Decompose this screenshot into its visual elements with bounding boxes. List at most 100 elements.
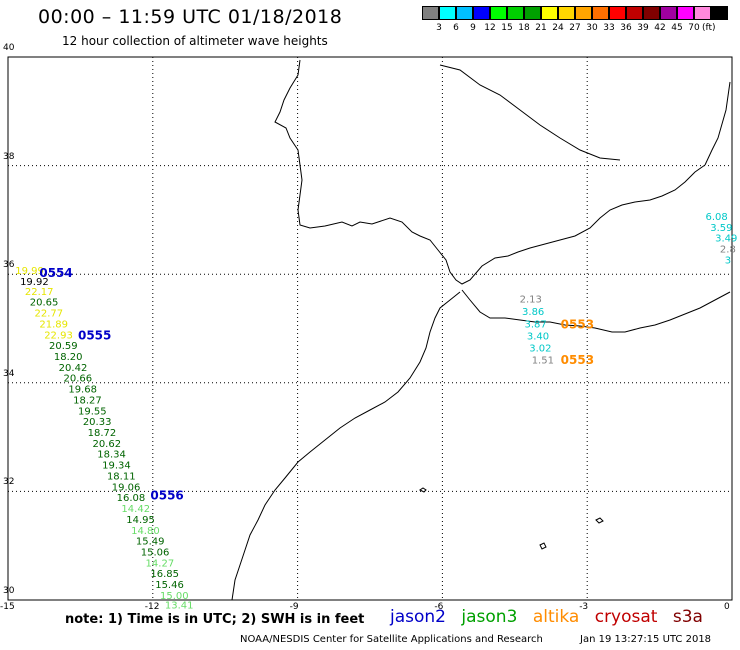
color-swatch — [694, 6, 711, 20]
wave-height-value: 14.42 — [121, 504, 150, 515]
wave-height-value: 6.08 — [705, 212, 727, 223]
wave-height-value: 3.40 — [527, 331, 549, 342]
legend-s3a: s3a — [672, 607, 703, 627]
pass-time-label: 0554 — [39, 266, 72, 280]
wave-height-value: 13.41 — [165, 601, 194, 612]
lon-tick-label: -3 — [579, 602, 589, 612]
color-swatch — [677, 6, 694, 20]
island-canary — [595, 517, 604, 524]
wave-height-value: 3.86 — [522, 307, 544, 318]
island-madeira — [419, 487, 427, 493]
wave-height-value: 20.62 — [92, 439, 121, 450]
color-swatch — [456, 6, 473, 20]
wave-height-value: 16.08 — [117, 493, 146, 504]
color-swatch — [422, 6, 439, 20]
lat-tick-label: 40 — [3, 43, 15, 53]
color-swatch — [711, 6, 728, 20]
wave-height-value: 18.11 — [107, 471, 136, 482]
color-scale-label: 70 — [688, 23, 700, 33]
coast-morocco-atlantic — [231, 291, 461, 601]
wave-height-value: 16.85 — [150, 569, 179, 580]
wave-height-value: 20.65 — [30, 298, 59, 309]
wave-height-value: 2.13 — [520, 294, 542, 305]
color-scale-label: 9 — [470, 23, 476, 33]
color-swatch — [643, 6, 660, 20]
wave-height-value: 22.77 — [35, 309, 64, 320]
map-title: 00:00 – 11:59 UTC 01/18/2018 — [38, 6, 343, 28]
wave-height-value: 18.72 — [88, 428, 117, 439]
color-swatch — [626, 6, 643, 20]
color-swatch — [507, 6, 524, 20]
color-swatch — [660, 6, 677, 20]
color-swatch — [541, 6, 558, 20]
color-scale-label: 30 — [586, 23, 598, 33]
credit-line: NOAA/NESDIS Center for Satellite Applica… — [240, 634, 543, 645]
color-scale-label: 36 — [620, 23, 632, 33]
pass-time-label: 0553 — [561, 318, 594, 332]
wave-height-value: 15.00 — [160, 591, 189, 602]
color-scale-label: 15 — [501, 23, 513, 33]
color-scale-label: 45 — [671, 23, 683, 33]
wave-height-value: 20.59 — [49, 341, 78, 352]
color-scale-label: 39 — [637, 23, 649, 33]
lat-tick-label: 36 — [3, 260, 15, 271]
generated-timestamp: Jan 19 13:27:15 UTC 2018 — [580, 634, 712, 645]
wave-height-value: 1.51 — [532, 355, 554, 366]
lat-tick-label: 34 — [3, 368, 15, 379]
wave-height-value: 22.17 — [25, 287, 54, 298]
color-scale-label: 24 — [552, 23, 564, 33]
lat-tick-label: 30 — [3, 586, 15, 596]
color-swatch — [473, 6, 490, 20]
color-scale-label: 42 — [654, 23, 666, 33]
satellite-legend: jason2 jason3 altika cryosat s3a — [390, 607, 713, 627]
wave-height-value: 3.02 — [529, 343, 551, 354]
wave-height-value: 3 — [725, 255, 731, 266]
color-swatch — [609, 6, 626, 20]
wave-height-value: 19.68 — [68, 385, 97, 396]
pass-time-labels: 0554 0555 0556 0553 0553 — [39, 266, 594, 503]
color-swatch — [439, 6, 456, 20]
lon-tick-label: -6 — [434, 602, 444, 612]
pass-time-label: 0553 — [561, 353, 594, 367]
wave-height-tracks: 19.9919.9222.1720.6522.7721.8922.9320.59… — [15, 212, 737, 612]
legend-altika: altika — [532, 607, 580, 627]
wave-height-value: 19.55 — [78, 406, 107, 417]
wave-height-value: 14.27 — [146, 558, 175, 569]
pass-time-label: 0556 — [150, 489, 183, 503]
lat-tick-label: 38 — [3, 151, 15, 162]
wave-height-value: 20.42 — [59, 363, 88, 374]
lon-tick-label: -9 — [289, 602, 299, 612]
wave-height-value: 3.59 — [710, 223, 732, 234]
color-scale-label: 27 — [569, 23, 581, 33]
legend-jason3: jason3 — [461, 607, 518, 627]
map-subtitle: 12 hour collection of altimeter wave hei… — [62, 34, 328, 48]
wave-height-value: 19.92 — [20, 277, 49, 288]
legend-cryosat: cryosat — [594, 607, 658, 627]
color-swatch — [490, 6, 507, 20]
wave-height-value: 20.33 — [83, 417, 112, 428]
pass-time-label: 0555 — [78, 328, 111, 342]
graticule — [8, 57, 732, 600]
wave-height-value: 19.06 — [112, 482, 141, 493]
lon-tick-label: -12 — [144, 602, 160, 612]
wave-height-value: 14.80 — [131, 526, 160, 537]
wave-height-value: 15.06 — [141, 547, 170, 558]
coastlines — [231, 59, 731, 601]
color-scale-label: 18 — [518, 23, 530, 33]
wave-height-value: 19.99 — [15, 266, 44, 277]
map-frame — [7, 56, 733, 601]
lon-tick-label: -15 — [0, 602, 15, 612]
wave-height-value: 2.8 — [720, 244, 736, 255]
color-scale-label: 21 — [535, 23, 547, 33]
color-scale-label: 3 — [436, 23, 442, 33]
coast-iberia-north — [439, 64, 621, 161]
color-swatch — [592, 6, 609, 20]
wave-height-value: 20.66 — [64, 374, 93, 385]
color-scale-label: 33 — [603, 23, 615, 33]
wave-height-value: 3.87 — [524, 319, 546, 330]
coast-north-africa — [461, 289, 731, 333]
wave-height-value: 15.49 — [136, 537, 165, 548]
lon-tick-label: 0 — [724, 602, 730, 612]
coast-iberia-east — [704, 81, 731, 166]
